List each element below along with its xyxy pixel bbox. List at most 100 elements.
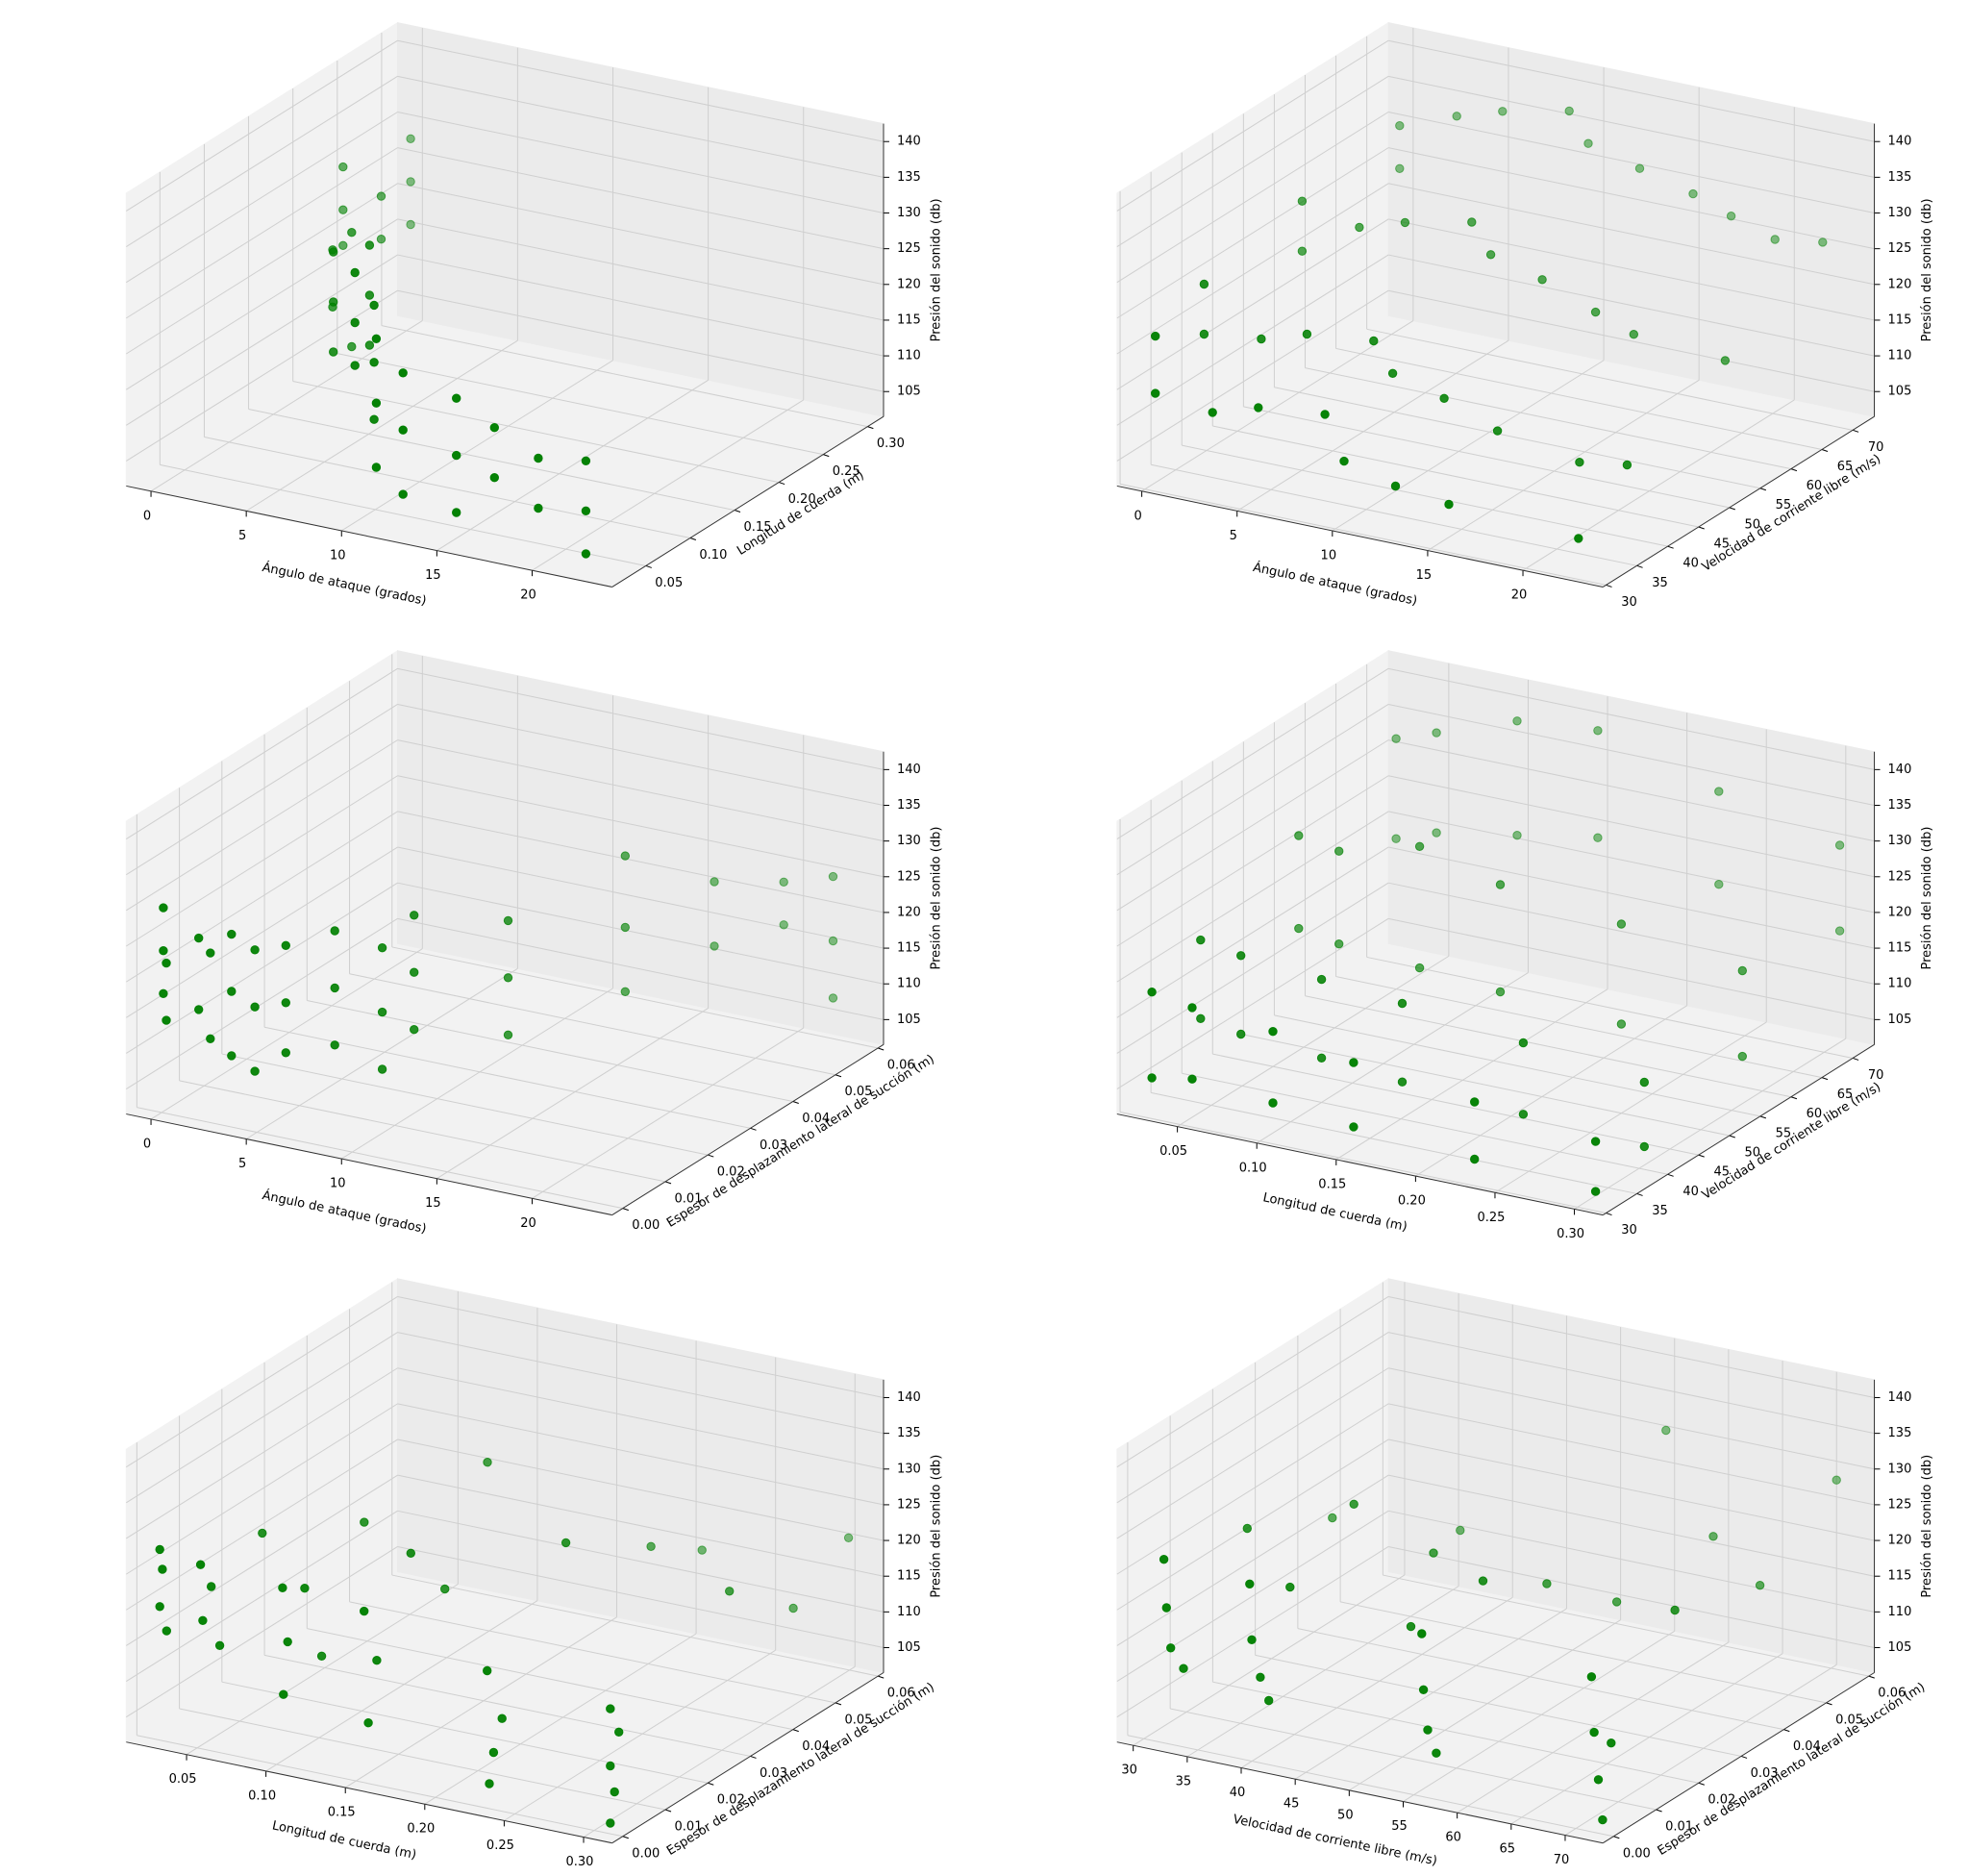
data-point — [371, 463, 382, 472]
grid-line — [126, 147, 398, 319]
tick-mark — [750, 1127, 757, 1131]
z-tick-label: 130 — [897, 834, 921, 848]
grid-line — [1116, 254, 1389, 426]
grid-line — [397, 75, 885, 178]
grid-line — [397, 147, 885, 250]
data-point — [1590, 1137, 1601, 1146]
tick-mark — [1606, 1213, 1612, 1216]
grid-line — [126, 1546, 398, 1718]
data-point — [338, 205, 348, 214]
z-tick-label: 135 — [897, 1426, 921, 1440]
y-tick-label: 0.15 — [744, 520, 772, 535]
data-point — [1151, 388, 1160, 398]
grid-line — [397, 703, 885, 806]
data-point — [398, 489, 408, 499]
y-tick-label: 35 — [1652, 1204, 1668, 1218]
data-point — [410, 967, 419, 977]
data-point — [1268, 1027, 1278, 1037]
grid-line — [1332, 360, 1605, 532]
grid-line — [126, 112, 398, 284]
y-tick-label: 0.04 — [1793, 1739, 1821, 1754]
y-tick-label: 0.03 — [760, 1138, 787, 1153]
data-point — [452, 508, 461, 517]
z-axis-label: Presión del sonido (db) — [929, 827, 943, 970]
data-point — [1349, 1122, 1358, 1132]
data-point — [155, 1602, 164, 1612]
data-point — [1593, 726, 1603, 736]
x-tick-label: 0.20 — [407, 1822, 435, 1837]
x-tick-label: 30 — [1121, 1763, 1137, 1778]
grid-line — [1388, 254, 1875, 357]
grid-line — [1383, 1574, 1869, 1677]
grid-line — [1119, 483, 1607, 586]
z-tick-label: 105 — [1888, 1640, 1912, 1655]
data-point — [1208, 408, 1217, 417]
y-tick-label: 45 — [1713, 538, 1730, 552]
grid-line — [340, 988, 613, 1160]
data-point — [1590, 1187, 1601, 1196]
data-point — [1166, 1643, 1176, 1653]
y-tick-label: 0.05 — [845, 1085, 873, 1099]
z-tick-label: 120 — [1888, 905, 1912, 919]
grid-line — [397, 1510, 885, 1613]
z-tick-label: 130 — [1888, 834, 1912, 848]
grid-line — [1151, 463, 1637, 566]
x-tick-label: 20 — [520, 1216, 536, 1231]
grid-line — [126, 667, 398, 839]
x-tick-label: 0 — [143, 1137, 151, 1151]
grid-line — [1388, 75, 1875, 178]
tick-mark — [1790, 1096, 1798, 1100]
data-point — [710, 877, 719, 887]
data-point — [1818, 238, 1828, 247]
z-tick-label: 130 — [897, 1462, 921, 1476]
tick-mark — [867, 426, 874, 430]
grid-line — [1274, 387, 1760, 489]
grid-line — [397, 1295, 885, 1398]
data-point — [610, 1787, 619, 1797]
grid-line — [179, 1708, 666, 1811]
y-tick-label: 50 — [1745, 1146, 1761, 1161]
z-tick-label: 110 — [897, 1605, 921, 1619]
data-point — [1242, 1523, 1253, 1534]
data-point — [1320, 410, 1330, 419]
grid-line — [126, 775, 398, 947]
data-point — [1495, 987, 1506, 997]
x-axis-line — [1116, 485, 1604, 588]
data-point — [350, 267, 360, 278]
data-point — [1395, 163, 1405, 174]
grid-line — [179, 1080, 666, 1183]
z-tick-label: 115 — [1888, 1569, 1912, 1584]
y-tick-label: 0.00 — [1623, 1846, 1651, 1861]
grid-line — [1388, 1545, 1875, 1648]
grid-line — [1177, 955, 1450, 1128]
data-point — [620, 851, 630, 861]
grid-line — [1388, 739, 1875, 842]
grid-line — [1116, 1332, 1389, 1504]
data-point — [155, 1544, 164, 1555]
grid-line — [1522, 399, 1795, 571]
back-pane — [1387, 1278, 1875, 1674]
y-tick-label: 0.05 — [655, 576, 683, 590]
z-tick-label: 105 — [897, 1640, 921, 1655]
data-point — [1575, 458, 1584, 467]
x-tick-label: 15 — [425, 1196, 441, 1211]
x-tick-label: 70 — [1554, 1853, 1570, 1867]
data-point — [1236, 1029, 1246, 1039]
data-point — [1147, 1073, 1157, 1083]
data-point — [279, 1689, 288, 1699]
data-point — [316, 1651, 327, 1662]
grid-line — [381, 325, 868, 428]
grid-line — [1116, 1296, 1389, 1468]
data-point — [1478, 1576, 1488, 1586]
z-tick-label: 120 — [1888, 277, 1912, 291]
tick-mark — [792, 1101, 799, 1105]
data-point — [1147, 988, 1157, 997]
grid-line — [1116, 1510, 1389, 1682]
grid-line — [1388, 882, 1875, 985]
x-tick-label: 0.05 — [1159, 1144, 1187, 1159]
grid-line — [1182, 444, 1668, 547]
data-point — [1414, 841, 1425, 851]
data-point — [710, 941, 719, 951]
data-point — [1369, 336, 1379, 346]
grid-line — [344, 1616, 617, 1788]
